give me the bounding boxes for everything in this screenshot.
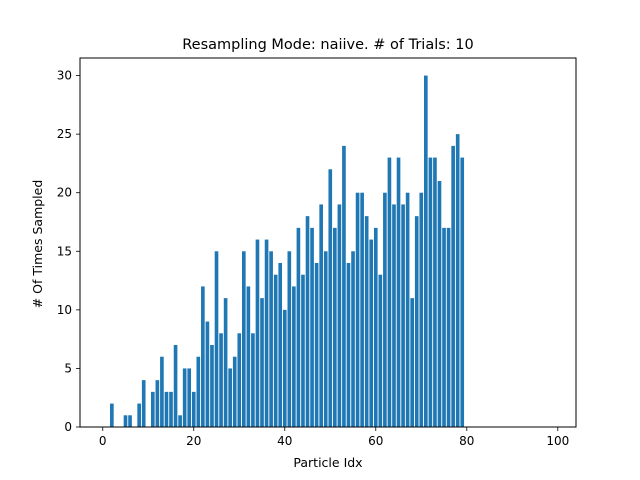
x-axis-ticks: 0 20 40 60 80 100 bbox=[99, 427, 569, 448]
bar bbox=[160, 356, 164, 427]
bar bbox=[396, 157, 401, 427]
bar bbox=[455, 134, 460, 427]
y-tick-label: 0 bbox=[64, 420, 72, 434]
x-tick-label: 40 bbox=[277, 434, 292, 448]
bar bbox=[424, 75, 428, 427]
bar bbox=[351, 251, 355, 427]
bar bbox=[264, 239, 269, 427]
bar bbox=[173, 345, 178, 427]
bar bbox=[437, 181, 442, 427]
bar bbox=[178, 415, 182, 427]
bar bbox=[328, 169, 333, 428]
y-axis-ticks: 0 5 10 15 20 25 30 bbox=[57, 69, 80, 434]
y-tick-label: 30 bbox=[57, 69, 72, 83]
bar bbox=[223, 298, 228, 427]
bar bbox=[319, 204, 323, 427]
bar bbox=[419, 192, 424, 427]
bar bbox=[414, 216, 419, 427]
x-axis-label: Particle Idx bbox=[293, 455, 362, 470]
bar bbox=[282, 309, 287, 427]
bar bbox=[373, 227, 378, 427]
bar bbox=[428, 157, 433, 427]
y-tick-label: 15 bbox=[57, 244, 72, 258]
x-tick-label: 0 bbox=[99, 434, 107, 448]
bar bbox=[301, 274, 305, 427]
bar bbox=[232, 356, 237, 427]
bar bbox=[251, 333, 255, 427]
plot-frame bbox=[79, 57, 577, 428]
bar bbox=[210, 345, 214, 427]
bar bbox=[387, 157, 392, 427]
bar bbox=[292, 286, 296, 427]
bar bbox=[378, 274, 383, 427]
bar bbox=[137, 403, 141, 427]
y-tick-label: 10 bbox=[57, 303, 72, 317]
bar bbox=[246, 286, 251, 427]
bar bbox=[155, 380, 160, 427]
bar bbox=[141, 380, 146, 427]
x-tick-label: 20 bbox=[186, 434, 201, 448]
bar bbox=[360, 192, 364, 427]
bar bbox=[219, 333, 223, 427]
bar bbox=[310, 227, 314, 427]
bar bbox=[287, 251, 292, 427]
bar bbox=[405, 192, 410, 427]
bar bbox=[433, 157, 437, 427]
y-tick-label: 5 bbox=[64, 361, 72, 375]
bar bbox=[410, 298, 414, 427]
bar bbox=[205, 321, 210, 427]
bar bbox=[237, 333, 242, 427]
x-tick-label: 60 bbox=[368, 434, 383, 448]
x-tick-label: 100 bbox=[546, 434, 569, 448]
bar bbox=[451, 145, 455, 428]
bar bbox=[150, 391, 155, 427]
bar bbox=[333, 227, 337, 427]
x-tick-label: 80 bbox=[459, 434, 474, 448]
bar bbox=[401, 204, 405, 427]
bar bbox=[460, 157, 465, 427]
bar bbox=[446, 227, 451, 427]
bar bbox=[383, 192, 387, 427]
bar bbox=[242, 251, 246, 427]
bar bbox=[214, 251, 219, 427]
bar bbox=[191, 391, 196, 427]
bar bbox=[182, 368, 187, 427]
bar bbox=[187, 368, 192, 427]
y-tick-label: 20 bbox=[57, 186, 72, 200]
bar bbox=[314, 263, 319, 427]
bar bbox=[260, 298, 264, 427]
bar bbox=[228, 368, 232, 427]
bar bbox=[128, 415, 132, 427]
y-axis-label: # Of Times Sampled bbox=[30, 180, 45, 309]
bar bbox=[164, 391, 169, 427]
bar bbox=[123, 415, 128, 427]
bar bbox=[305, 216, 310, 427]
bar bbox=[364, 216, 369, 427]
bar bbox=[296, 227, 301, 427]
bar bbox=[196, 356, 201, 427]
bar bbox=[269, 251, 273, 427]
bar bbox=[337, 204, 342, 427]
bar bbox=[442, 227, 446, 427]
bar bbox=[369, 239, 374, 427]
bar bbox=[355, 192, 360, 427]
bar bbox=[110, 403, 114, 427]
bar bbox=[323, 251, 328, 427]
bar bbox=[273, 274, 278, 427]
y-tick-label: 25 bbox=[57, 127, 72, 141]
bar bbox=[392, 204, 396, 427]
bar bbox=[346, 263, 351, 427]
bar bbox=[169, 391, 173, 427]
bar bbox=[255, 239, 260, 427]
chart-title: Resampling Mode: naiive. # of Trials: 10 bbox=[182, 37, 474, 53]
bars-group bbox=[110, 75, 465, 428]
bar bbox=[342, 145, 346, 428]
bar bbox=[201, 286, 205, 427]
bar bbox=[278, 263, 283, 427]
